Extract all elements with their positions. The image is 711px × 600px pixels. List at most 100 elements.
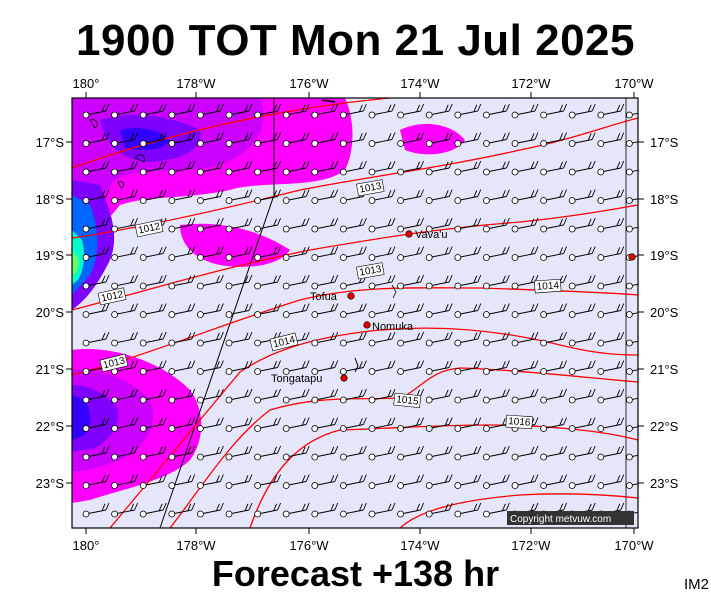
wind-barb-feather <box>444 275 449 283</box>
chart-code: IM2 <box>683 576 709 593</box>
wind-barb-feather <box>105 502 110 511</box>
lat-label: 17°S <box>650 135 679 150</box>
wind-barb-feather <box>105 160 110 169</box>
wind-station <box>597 339 605 347</box>
wind-station <box>568 168 576 176</box>
wind-station <box>626 482 633 489</box>
wind-barb-feather <box>444 418 449 426</box>
wind-barb-feather <box>620 189 625 197</box>
wind-station <box>482 510 490 518</box>
wind-barb-feather <box>591 502 596 511</box>
wind-barb-feather <box>330 418 335 426</box>
wind-barb-feather <box>563 189 568 197</box>
wind-barb-feather <box>416 446 421 454</box>
wind-barb-feather <box>473 275 478 283</box>
wind-station <box>311 453 319 461</box>
wind-barb-feather <box>587 218 592 226</box>
wind-station <box>254 254 262 261</box>
wind-barb-feather <box>591 217 596 226</box>
wind-barb-feather <box>391 360 396 368</box>
wind-barb-feather <box>444 218 449 226</box>
wind-barb-feather <box>591 474 596 482</box>
wind-barb-feather <box>591 331 596 340</box>
wind-barb-feather <box>591 132 596 140</box>
wind-station <box>568 282 576 290</box>
wind-barb-feather <box>219 417 224 425</box>
wind-barb-feather <box>187 361 192 369</box>
wind-station <box>311 282 319 290</box>
wind-barb-feather <box>130 218 135 226</box>
wind-barb-feather <box>477 474 482 482</box>
wind-barb-feather <box>420 160 425 169</box>
wind-barb-feather <box>391 502 396 511</box>
wind-station <box>311 168 319 176</box>
wind-barb-feather <box>358 332 363 340</box>
lon-label: 180° <box>73 538 100 553</box>
lat-label: 20°S <box>650 305 679 320</box>
wind-barb-feather <box>362 474 367 482</box>
wind-barb-feather <box>530 247 535 255</box>
wind-barb-feather <box>391 303 396 311</box>
wind-barb-feather <box>616 418 621 426</box>
wind-station <box>425 140 433 147</box>
wind-barb-feather <box>559 475 564 483</box>
wind-station <box>425 368 433 375</box>
wind-station <box>311 368 319 375</box>
wind-barb-feather <box>391 474 396 482</box>
wind-station <box>254 311 262 318</box>
wind-station <box>225 482 233 489</box>
wind-barb-feather <box>448 189 453 197</box>
wind-barb-feather <box>645 105 648 112</box>
wind-barb-feather <box>301 361 306 369</box>
wind-barb-feather <box>505 132 510 140</box>
wind-barb-feather <box>616 304 621 312</box>
wind-barb-feather <box>444 247 449 255</box>
wind-barb-feather <box>101 304 106 312</box>
wind-barb-feather <box>301 133 306 141</box>
wind-station <box>540 368 547 375</box>
wind-barb-feather <box>448 274 453 283</box>
wind-barb-feather <box>191 132 196 140</box>
wind-station <box>111 482 118 489</box>
wind-station <box>454 140 462 147</box>
wind-barb-feather <box>387 247 392 255</box>
wind-barb-feather <box>559 218 564 226</box>
wind-station <box>540 453 547 461</box>
place-label-tongatapu: Tongatapu <box>271 373 322 385</box>
lon-labels-top: 180° 178°W 176°W 174°W 172°W 170°W <box>73 76 655 91</box>
wind-barb-feather <box>501 275 506 283</box>
wind-barb-feather <box>130 332 135 340</box>
wind-barb-feather <box>587 418 592 426</box>
wind-barb-feather <box>215 332 220 340</box>
wind-barb-feather <box>620 360 625 368</box>
wind-barb-feather <box>448 502 453 511</box>
wind-barb-feather <box>101 389 106 397</box>
wind-barb-feather <box>191 217 196 226</box>
wind-station <box>196 140 204 147</box>
wind-barb-feather <box>534 474 539 482</box>
wind-station <box>282 168 290 176</box>
wind-barb-feather <box>448 132 453 140</box>
wind-station <box>339 254 347 261</box>
wind-station <box>626 311 633 318</box>
wind-station <box>454 453 462 461</box>
wind-barb-feather <box>191 189 196 197</box>
wind-station <box>282 425 290 432</box>
wind-station <box>454 510 462 518</box>
wind-barb-feather <box>530 361 535 369</box>
wind-station <box>540 396 547 404</box>
wind-barb-feather <box>649 218 652 225</box>
isobar-line <box>72 117 638 239</box>
copyright-text: Copyright metvuw.com <box>510 514 611 525</box>
wind-station <box>568 197 576 204</box>
wind-barb-feather <box>162 474 167 482</box>
wind-barb-feather <box>277 502 282 511</box>
wind-station <box>626 225 633 233</box>
wind-barb-feather <box>620 445 625 454</box>
wind-barb-feather <box>444 133 449 141</box>
wind-station <box>111 425 118 432</box>
wind-barb-feather <box>187 275 192 283</box>
wind-barb-feather <box>444 304 449 312</box>
wind-barb-feather <box>587 475 592 483</box>
wind-barb-feather <box>420 303 425 311</box>
